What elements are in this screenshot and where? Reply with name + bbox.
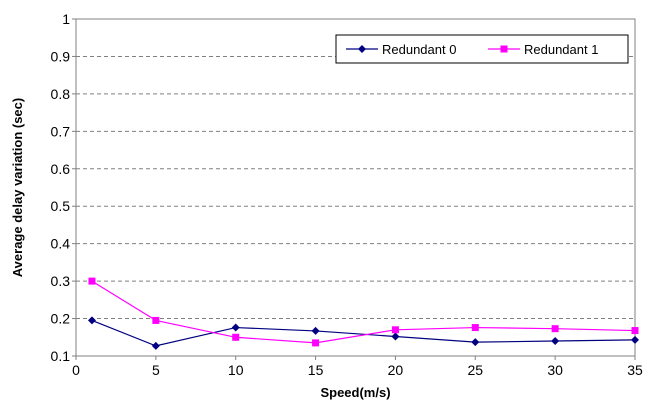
data-point bbox=[391, 332, 400, 341]
y-tick-label: 0.9 bbox=[51, 48, 71, 64]
legend-label: Redundant 1 bbox=[524, 42, 598, 57]
series-line bbox=[91, 280, 636, 344]
x-tick-label: 20 bbox=[388, 362, 404, 378]
series-1 bbox=[87, 316, 639, 350]
data-point bbox=[88, 277, 96, 285]
data-point bbox=[391, 326, 399, 334]
gridlines bbox=[76, 55, 635, 320]
data-point bbox=[551, 325, 559, 333]
y-tick-label: 0.3 bbox=[51, 273, 71, 289]
x-axis-title: Speed(m/s) bbox=[320, 385, 390, 400]
data-point bbox=[471, 338, 480, 347]
data-point bbox=[152, 316, 160, 324]
y-tick-label: 0.5 bbox=[51, 198, 71, 214]
data-point bbox=[631, 327, 639, 335]
data-point bbox=[311, 326, 320, 335]
y-tick-label: 0.4 bbox=[51, 236, 71, 252]
legend-box bbox=[335, 34, 629, 64]
data-point bbox=[631, 335, 639, 344]
data-point bbox=[312, 339, 320, 347]
plot-area bbox=[75, 18, 636, 357]
x-tick-label: 10 bbox=[228, 362, 244, 378]
y-tick-label: 0.8 bbox=[51, 86, 71, 102]
x-tick-label: 30 bbox=[547, 362, 563, 378]
y-tick-label: 0.2 bbox=[51, 311, 71, 327]
data-series bbox=[87, 277, 639, 350]
legend-marker bbox=[358, 45, 366, 53]
line-chart: 0.10.20.30.40.50.60.70.80.910 5 10 15 20 25 30… bbox=[10, 11, 643, 400]
legend-marker bbox=[500, 45, 508, 53]
legend: Redundant 0 Redundant 1 bbox=[335, 34, 629, 64]
data-point bbox=[471, 324, 479, 332]
y-tick-label: 0.1 bbox=[51, 348, 71, 364]
x-tick-label: 15 bbox=[308, 362, 324, 378]
y-axis-title: Average delay variation (sec) bbox=[10, 98, 25, 277]
chart-frame: 0.1 0.2 0.3 0.4 0.5 0.6 0.7 0.8 0.9 1 0 5 10 15 20 25 30… bbox=[6, 4, 646, 402]
y-tick-label: 0.7 bbox=[51, 123, 71, 139]
axis-ticks: 0.10.20.30.40.50.60.70.80.910 5 10 15 20 25 30… bbox=[51, 11, 643, 378]
legend-label: Redundant 0 bbox=[382, 42, 456, 57]
x-tick-label: 35 bbox=[627, 362, 643, 378]
y-tick-label: 0.6 bbox=[51, 161, 71, 177]
data-point bbox=[87, 316, 96, 325]
data-point bbox=[551, 337, 560, 346]
data-point bbox=[231, 323, 240, 332]
series-line bbox=[91, 319, 636, 347]
data-point bbox=[232, 333, 240, 341]
series-2 bbox=[88, 277, 639, 347]
x-tick-label: 0 bbox=[72, 362, 80, 378]
data-point bbox=[151, 341, 160, 350]
x-tick-label: 25 bbox=[467, 362, 483, 378]
y-tick-label: 1 bbox=[62, 11, 70, 27]
x-tick-label: 5 bbox=[152, 362, 160, 378]
